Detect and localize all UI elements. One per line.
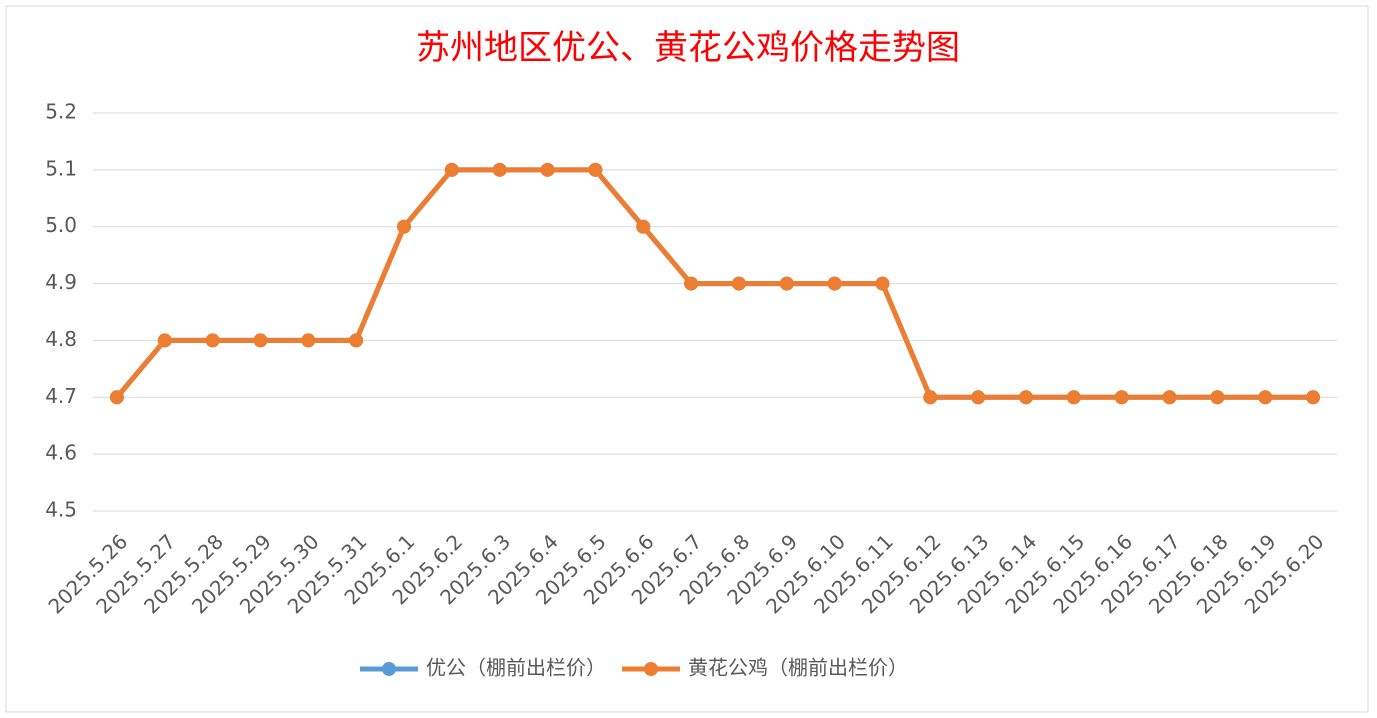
data-point — [1210, 390, 1225, 405]
y-tick-label: 4.9 — [45, 270, 77, 294]
chart-frame — [5, 5, 1369, 713]
y-tick-label: 4.7 — [45, 384, 77, 408]
y-tick-label: 4.6 — [45, 441, 77, 465]
data-point — [1162, 390, 1177, 405]
data-point — [1114, 390, 1129, 405]
data-point — [779, 276, 794, 291]
data-point — [875, 276, 890, 291]
data-point — [827, 276, 842, 291]
data-point — [349, 333, 364, 348]
y-tick-label: 5.1 — [45, 156, 77, 180]
legend-swatch-marker — [644, 662, 658, 676]
legend-label: 黄花公鸡（棚前出栏价） — [688, 656, 908, 680]
data-point — [1066, 390, 1081, 405]
data-point — [1258, 390, 1273, 405]
data-point — [923, 390, 938, 405]
y-tick-label: 5.2 — [45, 100, 77, 124]
legend: 优公（棚前出栏价） 黄花公鸡（棚前出栏价） — [360, 656, 908, 680]
data-point — [731, 276, 746, 291]
legend-swatch-marker — [382, 662, 396, 676]
data-point — [636, 219, 651, 234]
data-point — [588, 162, 603, 177]
y-tick-label: 5.0 — [45, 213, 77, 237]
legend-label: 优公（棚前出栏价） — [426, 656, 606, 680]
data-point — [540, 162, 555, 177]
data-point — [444, 162, 459, 177]
y-tick-label: 4.5 — [45, 498, 77, 522]
data-point — [1306, 390, 1321, 405]
data-point — [684, 276, 699, 291]
data-point — [397, 219, 411, 234]
data-point — [205, 333, 220, 348]
data-point — [301, 333, 316, 348]
data-point — [157, 333, 172, 348]
data-point — [109, 390, 124, 405]
chart-title: 苏州地区优公、黄花公鸡价格走势图 — [416, 28, 960, 68]
data-point — [971, 390, 986, 405]
series-line — [115, 167, 1314, 400]
data-point — [1019, 390, 1033, 405]
y-tick-label: 4.8 — [45, 327, 77, 351]
data-point — [253, 333, 268, 348]
data-point — [492, 162, 507, 177]
